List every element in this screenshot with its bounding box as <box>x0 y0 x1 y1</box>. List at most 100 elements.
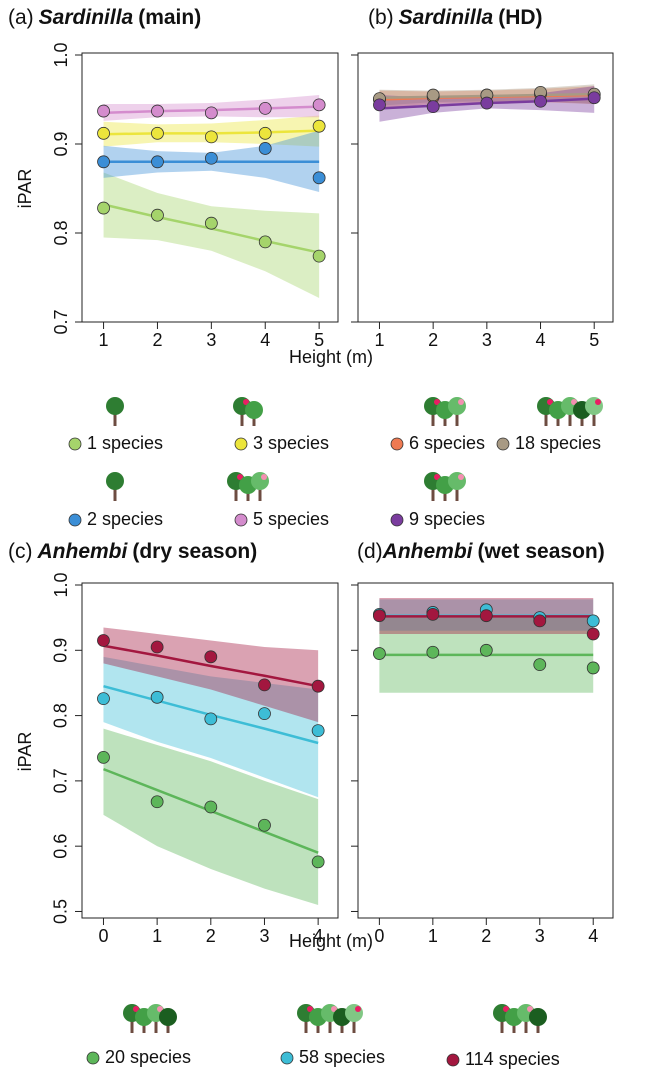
x-tick-label: 4 <box>260 330 270 350</box>
legend-marker <box>390 437 404 451</box>
tree-flower <box>243 399 249 405</box>
data-point <box>311 724 325 738</box>
tree-crown <box>448 472 466 490</box>
data-point <box>258 102 272 115</box>
data-point <box>97 104 110 118</box>
data-point <box>151 208 164 222</box>
tree-crown <box>448 397 466 415</box>
fit-line <box>103 644 319 688</box>
tree-icon <box>227 472 269 501</box>
tree-trunk <box>544 410 548 426</box>
x-tick-label: 2 <box>206 926 216 946</box>
legend-marker <box>280 1051 294 1065</box>
tree-trunk <box>352 1017 356 1033</box>
tree-trunk <box>113 410 117 426</box>
data-point <box>151 104 164 118</box>
x-tick-label: 0 <box>374 926 384 946</box>
y-tick-label: 0.9 <box>51 638 71 663</box>
data-point <box>151 126 164 140</box>
tree-trunk <box>234 485 238 501</box>
data-point <box>533 614 547 628</box>
tree-icon <box>537 397 603 426</box>
x-axis-label: Height (m) <box>289 347 373 367</box>
data-point <box>150 795 164 809</box>
data-point <box>311 679 325 693</box>
data-point <box>258 142 272 155</box>
data-point <box>204 106 218 120</box>
data-point <box>151 155 164 169</box>
legend-marker <box>68 513 82 527</box>
tree-trunk <box>500 1017 504 1033</box>
data-point <box>587 91 601 105</box>
tree-flower <box>331 1006 337 1012</box>
title-rest: (dry season) <box>132 540 257 563</box>
y-tick-label: 1.0 <box>51 572 71 597</box>
data-point <box>97 692 110 706</box>
x-tick-label: 1 <box>374 330 384 350</box>
data-point <box>312 98 326 112</box>
data-point <box>97 126 110 140</box>
panel-title: (a) Sardinilla (main) <box>8 6 201 29</box>
title-italic: Anhembi <box>382 540 474 563</box>
title-rest: (HD) <box>498 6 542 29</box>
tree-crown <box>159 1008 177 1026</box>
y-tick-label: 0.9 <box>51 131 71 156</box>
tree-crown <box>106 472 124 490</box>
tree-trunk <box>524 1017 528 1033</box>
data-point <box>150 690 164 704</box>
tree-trunk <box>113 485 117 501</box>
data-point <box>97 201 110 215</box>
y-tick-label: 0.7 <box>51 768 71 793</box>
legend-marker <box>496 437 510 451</box>
data-point <box>312 249 326 263</box>
x-tick-label: 0 <box>98 926 108 946</box>
tree-trunk <box>154 1017 158 1033</box>
tree-trunk <box>592 410 596 426</box>
tree-trunk <box>568 410 572 426</box>
title-rest: (wet season) <box>478 540 605 563</box>
data-point <box>480 96 494 110</box>
tree-trunk <box>431 410 435 426</box>
panel-title: (b) Sardinilla (HD) <box>368 6 543 29</box>
data-point <box>204 800 218 814</box>
tree-flower <box>458 399 464 405</box>
data-point <box>312 171 326 185</box>
tree-flower <box>157 1006 163 1012</box>
x-tick-label: 4 <box>536 330 546 350</box>
data-point <box>258 235 272 249</box>
tree-trunk <box>240 410 244 426</box>
tree-flower <box>434 399 440 405</box>
x-axis-label: Height (m) <box>289 931 373 951</box>
tree-flower <box>547 399 553 405</box>
ci-band <box>103 728 319 905</box>
data-point <box>97 750 110 764</box>
data-point <box>258 707 271 721</box>
legend-marker <box>68 437 82 451</box>
legend-marker <box>234 513 248 527</box>
x-tick-label: 1 <box>152 926 162 946</box>
tree-crown <box>585 397 603 415</box>
x-tick-label: 1 <box>99 330 109 350</box>
data-point <box>97 155 110 169</box>
y-tick-label: 0.7 <box>51 309 71 334</box>
x-tick-label: 2 <box>481 926 491 946</box>
plot-frame <box>357 582 614 919</box>
y-tick-label: 0.8 <box>51 703 71 728</box>
data-point <box>479 609 493 623</box>
tree-flower <box>595 399 601 405</box>
tree-crown <box>251 472 269 490</box>
x-tick-label: 3 <box>206 330 216 350</box>
plot-frame <box>81 52 339 323</box>
title-italic: Anhembi <box>37 540 129 563</box>
tree-flower <box>571 399 577 405</box>
title-italic: Sardinilla <box>39 6 134 29</box>
tree-icon <box>297 1004 363 1033</box>
legend-marker <box>446 1053 460 1067</box>
panel-label: (d) <box>357 540 383 563</box>
y-tick-label: 0.6 <box>51 834 71 859</box>
data-point <box>373 98 386 112</box>
panel-label: (a) <box>8 6 34 29</box>
tree-icon <box>424 397 466 426</box>
x-tick-label: 4 <box>313 926 323 946</box>
tree-flower <box>355 1006 361 1012</box>
